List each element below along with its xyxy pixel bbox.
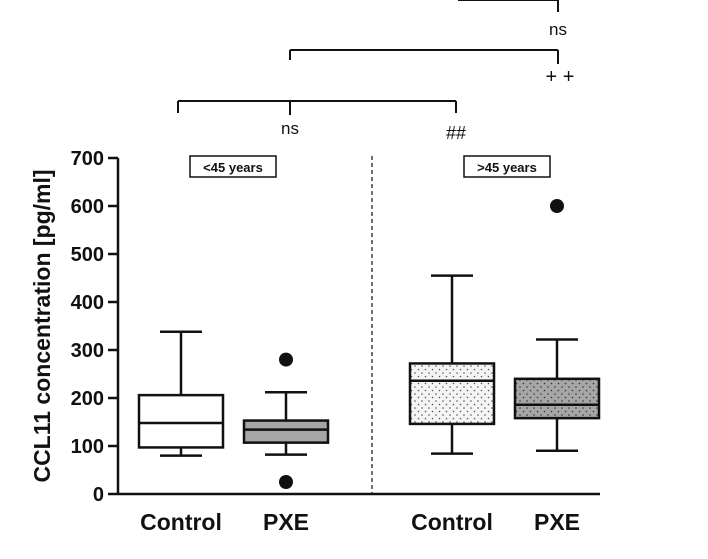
sig-ns-top: ns [549, 20, 567, 39]
sig-plus-pxe: + + [546, 66, 575, 88]
x-label-pxe-right: PXE [534, 509, 580, 535]
outlier-point [279, 352, 293, 367]
sig-hash-old: ## [446, 123, 466, 143]
x-label-control-left: Control [140, 509, 222, 535]
outlier-point [550, 199, 564, 213]
box-pxe-young [242, 352, 330, 489]
y-tick-label: 700 [71, 148, 104, 170]
y-tick-label: 300 [71, 340, 104, 362]
box-iqr [137, 393, 225, 449]
box-pxe-old [513, 199, 601, 453]
outlier-point [279, 475, 293, 489]
y-tick-label: 600 [71, 196, 104, 218]
box-iqr [242, 419, 330, 444]
group-label-box-right [463, 155, 551, 178]
y-tick-label: 500 [71, 244, 104, 266]
bracket-top [458, 0, 559, 12]
group-label-box-left [189, 155, 277, 178]
y-tick-label: 200 [71, 388, 104, 410]
box-iqr [408, 362, 496, 426]
bracket-within-groups [177, 100, 457, 115]
box-control-young [137, 330, 225, 457]
sig-ns-young: ns [281, 119, 299, 138]
x-label-pxe-left: PXE [263, 509, 309, 535]
y-tick-label: 100 [71, 436, 104, 458]
group-label-right: >45 years [477, 160, 537, 175]
x-label-control-right: Control [411, 509, 493, 535]
y-tick-label: 400 [71, 292, 104, 314]
y-axis-label: CCL11 concentration [pg/ml] [29, 169, 55, 482]
y-tick-label: 0 [93, 484, 104, 506]
box-control-old [408, 274, 496, 455]
bracket-between-groups [289, 49, 559, 64]
group-label-left: <45 years [203, 160, 263, 175]
box-iqr [513, 377, 601, 420]
